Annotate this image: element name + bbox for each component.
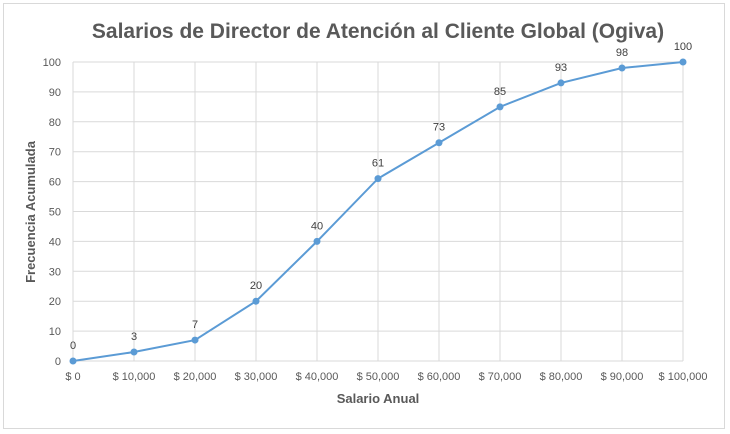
data-point	[679, 58, 687, 66]
data-label: 7	[192, 319, 198, 331]
data-points	[69, 58, 687, 365]
x-tick-label: $ 70,000	[479, 371, 522, 383]
y-axis-title: Frecuencia Acumulada	[23, 140, 38, 283]
data-label: 73	[433, 122, 445, 134]
data-labels: 0 3 7 20 40 61 73 85 93 98 100	[70, 41, 692, 352]
data-label: 20	[250, 280, 262, 292]
gridlines	[72, 61, 684, 362]
data-point	[618, 64, 626, 72]
x-tick-label: $ 60,000	[418, 371, 461, 383]
x-tick-label: $ 50,000	[357, 371, 400, 383]
y-tick-label: 50	[49, 207, 61, 219]
y-tick-label: 60	[49, 177, 61, 189]
data-point	[435, 139, 443, 147]
y-tick-label: 100	[43, 57, 61, 69]
data-point	[496, 103, 504, 111]
data-point	[313, 237, 321, 245]
x-tick-label: $ 20,000	[174, 371, 217, 383]
data-label: 40	[311, 220, 323, 232]
x-axis-ticks: $ 0 $ 10,000 $ 20,000 $ 30,000 $ 40,000 $ 50,…	[65, 371, 707, 383]
data-label: 3	[131, 331, 137, 343]
y-tick-label: 0	[55, 356, 61, 368]
y-tick-label: 90	[49, 87, 61, 99]
data-point	[374, 175, 382, 183]
data-label: 98	[616, 47, 628, 59]
data-label: 61	[372, 158, 384, 170]
y-tick-label: 20	[49, 296, 61, 308]
data-label: 100	[674, 41, 692, 53]
x-tick-label: $ 30,000	[235, 371, 278, 383]
y-tick-label: 40	[49, 236, 61, 248]
data-label: 93	[555, 62, 567, 74]
y-tick-label: 30	[49, 266, 61, 278]
chart-title: Salarios de Director de Atención al Clie…	[92, 20, 664, 43]
x-tick-label: $ 80,000	[540, 371, 583, 383]
data-point	[130, 348, 138, 356]
y-tick-label: 10	[49, 326, 61, 338]
x-tick-label: $ 90,000	[601, 371, 644, 383]
x-tick-label: $ 0	[65, 371, 80, 383]
x-tick-label: $ 40,000	[296, 371, 339, 383]
data-point	[191, 336, 199, 344]
x-axis-title: Salario Anual	[337, 391, 420, 406]
chart-frame	[3, 3, 725, 429]
y-tick-label: 70	[49, 147, 61, 159]
x-tick-label: $ 100,000	[659, 371, 708, 383]
y-tick-label: 80	[49, 117, 61, 129]
data-label: 85	[494, 86, 506, 98]
data-point	[557, 79, 565, 87]
x-tick-label: $ 10,000	[113, 371, 156, 383]
data-point	[252, 297, 260, 305]
data-point	[69, 357, 77, 365]
y-axis-ticks: 0 10 20 30 40 50 60 70 80 90 100	[43, 57, 61, 368]
data-label: 0	[70, 340, 76, 352]
